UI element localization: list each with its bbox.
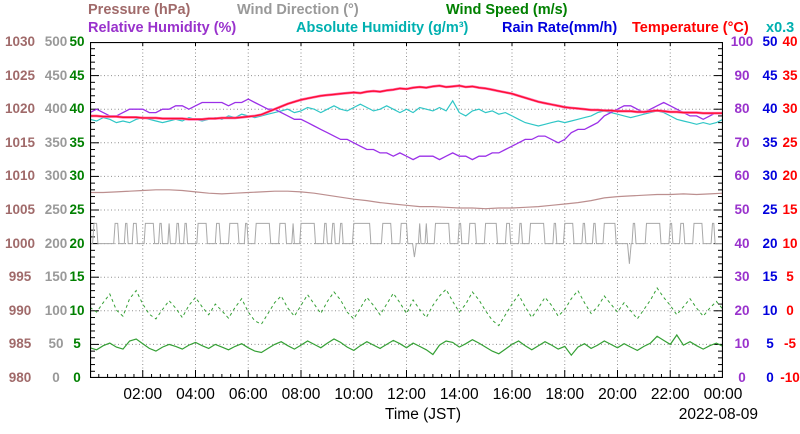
wind-gust-line [90, 287, 723, 327]
pressure-axis-tick: 980 [8, 370, 32, 385]
time-axis-tick: 14:00 [439, 386, 479, 403]
legend-item-x0-3: x0.3 [766, 20, 795, 36]
rain-rate-axis-tick: 45 [762, 67, 778, 83]
wind-dir-axis-tick: 500 [44, 34, 68, 49]
rel-humidity-axis-tick: 80 [734, 101, 750, 117]
rel-humidity-axis-tick: 20 [734, 302, 750, 318]
pressure-axis-tick: 990 [8, 302, 32, 318]
time-axis-tick: 02:00 [123, 386, 163, 403]
pressure-axis-tick: 1010 [4, 168, 36, 184]
legend-item-rain-rate-mm-h: Rain Rate(mm/h) [502, 20, 618, 36]
wind-speed-axis-tick: 15 [69, 269, 85, 285]
time-axis-tick: 00:00 [703, 386, 743, 403]
wind-speed-axis-tick: 40 [69, 101, 85, 117]
temperature-axis-tick: -5 [783, 336, 796, 352]
pressure-line [90, 189, 723, 210]
temperature-axis-tick: 15 [782, 202, 798, 217]
rel-humidity-axis-tick: 50 [734, 202, 750, 217]
pressure-axis-tick: 1030 [4, 34, 36, 49]
legend-item-pressure-hpa: Pressure (hPa) [88, 2, 191, 18]
pressure-axis-tick: 985 [8, 336, 32, 352]
temperature-axis-tick: 0 [786, 302, 794, 318]
time-axis-tick: 18:00 [545, 386, 585, 403]
rel-humidity-axis-tick: 70 [734, 134, 750, 150]
wind-direction-line [90, 222, 723, 264]
wind-dir-axis-tick: 150 [44, 269, 68, 285]
wind-speed-axis-tick: 25 [69, 202, 85, 217]
wind-dir-axis-tick: 250 [44, 202, 68, 217]
wind-speed-axis-tick: 10 [69, 302, 85, 318]
legend-item-absolute-humidity-g-m: Absolute Humidity (g/m³) [296, 20, 469, 36]
x-axis-title: Time (JST) [384, 406, 462, 423]
time-axis-tick: 08:00 [281, 386, 321, 403]
temperature-axis-tick: 10 [782, 235, 798, 251]
rain-rate-axis-tick: 40 [762, 101, 778, 117]
temperature-line [90, 84, 723, 120]
wind-speed-axis-tick: 30 [69, 168, 85, 184]
wind-speed-axis-tick: 45 [69, 67, 85, 83]
temperature-axis-tick: 25 [782, 134, 798, 150]
pressure-axis-tick: 1020 [4, 101, 36, 117]
pressure-axis-tick: 1015 [4, 134, 36, 150]
rain-rate-axis-tick: 15 [762, 269, 778, 285]
date-label: 2022-08-09 [678, 406, 758, 423]
time-axis-tick: 10:00 [334, 386, 374, 403]
wind-dir-axis-tick: 100 [44, 302, 68, 318]
time-axis-tick: 22:00 [650, 386, 690, 403]
temperature-axis-tick: 20 [782, 168, 798, 184]
relative-humidity-line [90, 98, 723, 161]
wind-speed-axis-tick: 20 [69, 235, 85, 251]
rain-rate-axis-tick: 0 [766, 370, 774, 385]
wind-speed-axis-tick: 5 [73, 336, 81, 352]
pressure-axis-tick: 995 [8, 269, 32, 285]
time-axis-tick: 20:00 [598, 386, 637, 403]
rain-rate-axis-tick: 50 [762, 34, 778, 49]
wind-dir-axis-tick: 50 [48, 336, 64, 352]
temperature-axis-tick: 35 [782, 67, 798, 83]
rain-rate-axis-tick: 5 [766, 336, 774, 352]
absolute-humidity-line [90, 99, 723, 127]
time-axis-tick: 06:00 [228, 386, 268, 403]
time-axis-tick: 04:00 [176, 386, 215, 403]
wind-dir-axis-tick: 300 [44, 168, 68, 184]
wind-speed-axis-tick: 50 [69, 34, 85, 49]
rel-humidity-axis-tick: 60 [734, 168, 750, 184]
wind-speed-axis-tick: 35 [69, 134, 85, 150]
legend-item-wind-speed-m-s: Wind Speed (m/s) [446, 2, 568, 18]
temperature-axis-tick: 30 [782, 101, 798, 117]
rel-humidity-axis-tick: 90 [734, 67, 750, 83]
rel-humidity-axis-tick: 0 [738, 370, 746, 385]
temperature-axis-tick: -10 [780, 370, 800, 385]
wind-dir-axis-tick: 200 [44, 235, 68, 251]
weather-time-series-plot [90, 42, 723, 378]
rain-rate-axis-tick: 25 [762, 202, 778, 217]
pressure-axis-tick: 1000 [4, 235, 36, 251]
wind-dir-axis-tick: 450 [44, 67, 68, 83]
legend-item-wind-direction: Wind Direction (°) [237, 2, 359, 18]
legend-item-relative-humidity: Relative Humidity (%) [88, 20, 237, 36]
rel-humidity-axis-tick: 100 [730, 34, 754, 49]
legend-item-temperature-c: Temperature (°C) [632, 20, 749, 36]
wind-speed-axis-tick: 0 [73, 370, 81, 385]
rain-rate-axis-tick: 30 [762, 168, 778, 184]
wind-speed-line [90, 333, 723, 357]
temperature-axis-tick: 5 [786, 269, 794, 285]
pressure-axis-tick: 1025 [4, 67, 36, 83]
rain-rate-axis-tick: 20 [762, 235, 778, 251]
wind-dir-axis-tick: 400 [44, 101, 68, 117]
wind-dir-axis-tick: 0 [52, 370, 60, 385]
pressure-axis-tick: 1005 [4, 202, 36, 217]
time-axis-tick: 16:00 [492, 386, 532, 403]
temperature-axis-tick: 40 [782, 34, 798, 49]
rel-humidity-axis-tick: 10 [734, 336, 750, 352]
rain-rate-axis-tick: 10 [762, 302, 778, 318]
rain-rate-axis-tick: 35 [762, 134, 778, 150]
wind-dir-axis-tick: 350 [44, 134, 68, 150]
time-axis-tick: 12:00 [387, 386, 426, 403]
rel-humidity-axis-tick: 30 [734, 269, 750, 285]
rel-humidity-axis-tick: 40 [734, 235, 750, 251]
